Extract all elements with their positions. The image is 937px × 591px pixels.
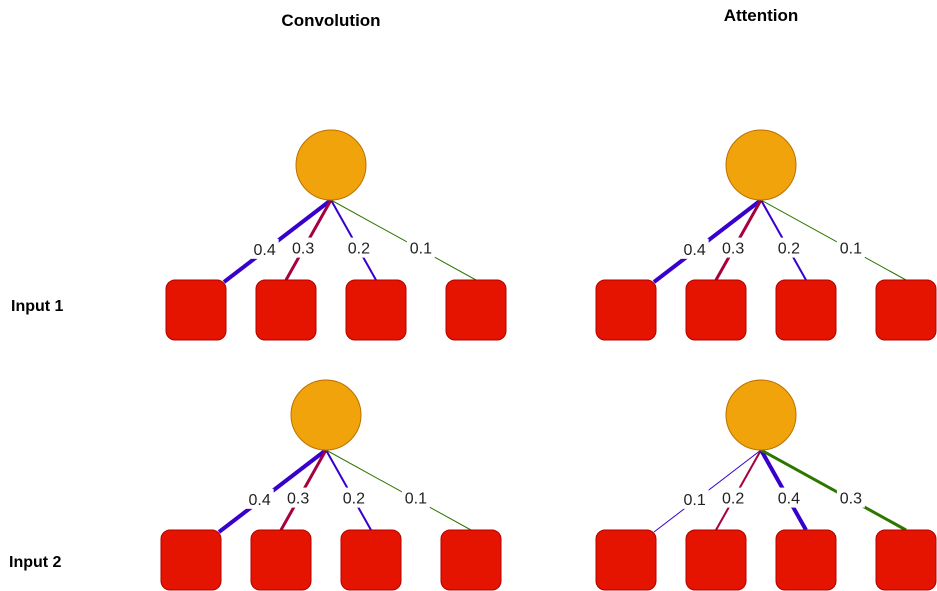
attn-input2-weight-bg-4 [836,487,865,508]
attn-input2-weight-label-3: 0.4 [778,491,800,508]
conv-input2-weight-bg-1 [245,488,274,509]
attn-input2-weight-label-2: 0.2 [722,491,744,508]
attn-input2-input-node-4 [875,529,937,591]
attn-input2-weight-bg-3 [774,487,803,508]
attn-input1-weight-bg-2 [719,237,748,258]
conv-input2-weight-label-3: 0.2 [343,491,365,508]
conv-input1-weight-label-3: 0.2 [348,241,370,258]
conv-input1-weight-bg-3 [344,237,373,258]
attn-input2-input-node-2 [685,529,747,591]
attn-input1-edge-4 [760,199,907,281]
conv-input2-input-node-2 [250,529,312,591]
conv-input2-weight-label-2: 0.3 [287,491,309,508]
attn-input2-weight-label-1: 0.1 [684,492,706,509]
attn-input2-weight-bg-1 [680,488,709,509]
conv-input2-weight-bg-3 [339,487,368,508]
attn-input1-group: 0.4 0.3 0.2 0.1 [595,129,937,341]
attn-input1-input-node-2 [685,279,747,341]
attn-input1-weight-bg-4 [836,237,865,258]
attn-input1-weight-bg-1 [680,238,709,259]
attn-input2-input-node-1 [595,529,657,591]
conv-input1-weight-label-1: 0.4 [254,242,276,259]
attn-input1-input-node-1 [595,279,657,341]
attn-input1-weight-label-3: 0.2 [778,241,800,258]
conv-input2-weight-label-1: 0.4 [249,492,271,509]
diagrams-group: 0.4 0.3 0.2 0.1 0.4 0.3 0.2 0.10.4 0.3 0.2 0.1 0.1 0… [160,129,937,591]
conv-input2-weight-label-4: 0.1 [405,491,427,508]
conv-input1-input-node-2 [255,279,317,341]
conv-input2-input-node-1 [160,529,222,591]
conv-input2-group: 0.4 0.3 0.2 0.1 [160,379,502,591]
conv-input1-weight-bg-2 [289,237,318,258]
conv-input2-weight-bg-4 [401,487,430,508]
attention-title: Attention [724,6,799,25]
conv-input2-input-node-4 [440,529,502,591]
conv-input1-edge-4 [330,199,477,281]
conv-input2-weight-bg-2 [284,487,313,508]
attn-input2-output-node [725,379,797,451]
conv-input1-input-node-1 [165,279,227,341]
conv-input2-output-node [290,379,362,451]
conv-input1-weight-label-4: 0.1 [410,241,432,258]
attn-input1-input-node-3 [775,279,837,341]
attn-input1-input-node-4 [875,279,937,341]
attn-input1-weight-label-1: 0.4 [684,242,706,259]
conv-input1-weight-bg-1 [250,238,279,259]
conv-input2-edge-4 [325,449,472,531]
input1-label: Input 1 [11,298,64,315]
attn-input2-input-node-3 [775,529,837,591]
conv-input1-output-node [295,129,367,201]
attn-input1-weight-label-4: 0.1 [840,241,862,258]
attn-input1-weight-bg-3 [774,237,803,258]
conv-input1-input-node-4 [445,279,507,341]
conv-input1-weight-bg-4 [406,237,435,258]
attn-input2-group: 0.1 0.2 0.4 0.3 [595,379,937,591]
attn-input2-weight-label-4: 0.3 [840,491,862,508]
conv-input1-group: 0.4 0.3 0.2 0.1 [165,129,507,341]
attn-input2-edge-4 [760,448,907,532]
conv-input2-input-node-3 [340,529,402,591]
convolution-title: Convolution [281,11,380,30]
conv-input1-weight-label-2: 0.3 [292,241,314,258]
attn-input1-weight-label-2: 0.3 [722,241,744,258]
attn-input1-output-node [725,129,797,201]
input2-label: Input 2 [9,554,62,571]
attn-input2-weight-bg-2 [719,487,748,508]
conv-input1-input-node-3 [345,279,407,341]
